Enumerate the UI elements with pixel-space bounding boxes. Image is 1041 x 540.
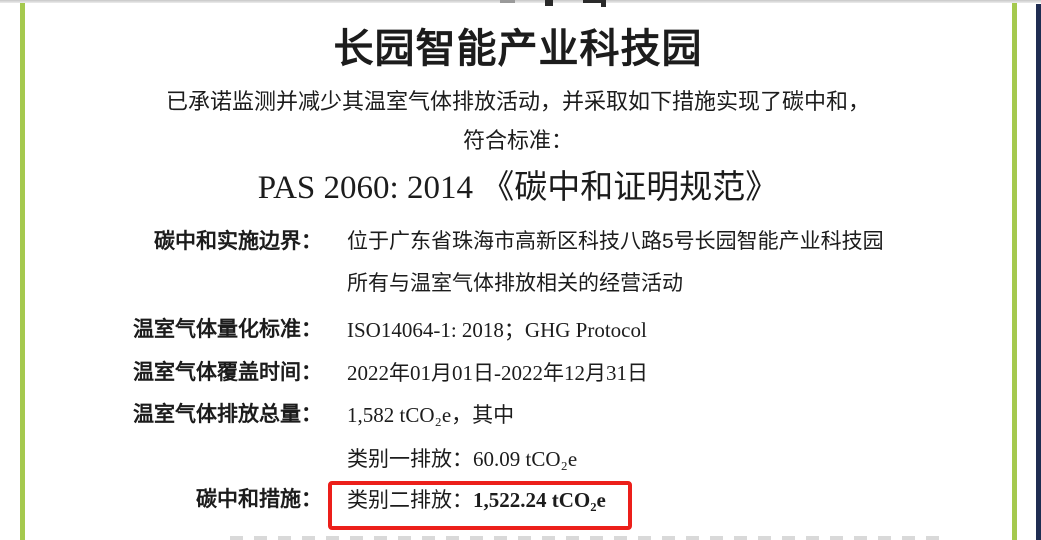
field-boundary-row1: 碳中和实施边界： 位于广东省珠海市高新区科技八路5号长园智能产业科技园 bbox=[0, 230, 1041, 254]
field-value: 1,582 tCO₂e，其中 bbox=[347, 403, 514, 428]
field-label: 碳中和实施边界： bbox=[154, 230, 322, 253]
field-value: ISO14064-1: 2018；GHG Protocol bbox=[347, 318, 647, 342]
right-navy-accent-bar bbox=[1036, 4, 1041, 540]
total-emissions-amount: 1,582 tCO₂e bbox=[347, 403, 452, 427]
field-neutralization-measures: 碳中和措施： 类别二排放：1,522.24 tCO₂e bbox=[0, 481, 1041, 530]
field-label-spacer bbox=[0, 447, 322, 472]
scope2-prefix: 类别二排放： bbox=[347, 489, 473, 512]
clipped-text-fragment-top bbox=[583, 0, 605, 3]
field-total-emissions: 温室气体排放总量： 1,582 tCO₂e，其中 bbox=[0, 403, 1041, 428]
scope1-amount: 60.09 tCO₂e bbox=[473, 447, 578, 471]
field-label-spacer bbox=[0, 272, 322, 296]
organization-title: 长园智能产业科技园 bbox=[333, 27, 703, 71]
field-label: 温室气体排放总量： bbox=[133, 403, 322, 426]
field-value: 类别一排放：60.09 tCO₂e bbox=[347, 447, 577, 472]
field-value: 2022年01月01日-2022年12月31日 bbox=[347, 361, 648, 385]
clipped-text-fragment-top bbox=[500, 0, 515, 3]
field-boundary-row2: 所有与温室气体排放相关的经营活动 bbox=[0, 272, 1041, 296]
scope1-prefix: 类别一排放： bbox=[347, 448, 473, 471]
standard-name: PAS 2060: 2014 《碳中和证明规范》 bbox=[257, 170, 779, 206]
right-green-accent-bar bbox=[1012, 3, 1017, 540]
clipped-text-fragment-top bbox=[601, 0, 606, 7]
field-label: 温室气体覆盖时间： bbox=[133, 361, 322, 384]
field-label: 碳中和措施： bbox=[196, 488, 322, 511]
field-value: 位于广东省珠海市高新区科技八路5号长园智能产业科技园 bbox=[347, 230, 884, 253]
standard-lead-in: 符合标准： bbox=[462, 128, 573, 153]
clipped-text-fragment-bottom bbox=[230, 536, 940, 540]
total-emissions-suffix: ，其中 bbox=[451, 404, 515, 427]
left-green-accent-bar bbox=[20, 3, 25, 540]
field-coverage-period: 温室气体覆盖时间： 2022年01月01日-2022年12月31日 bbox=[0, 361, 1041, 385]
scope2-amount: 1,522.24 tCO₂e bbox=[473, 488, 606, 512]
top-hairline bbox=[0, 0, 1041, 3]
field-scope1-emissions: 类别一排放：60.09 tCO₂e bbox=[0, 447, 1041, 472]
field-quantification-standard: 温室气体量化标准： ISO14064-1: 2018；GHG Protocol bbox=[0, 318, 1041, 342]
clipped-text-fragment-top bbox=[545, 0, 553, 6]
commitment-statement: 已承诺监测并减少其温室气体排放活动，并采取如下措施实现了碳中和， bbox=[165, 89, 870, 114]
field-value: 类别二排放：1,522.24 tCO₂e bbox=[328, 481, 632, 530]
field-label: 温室气体量化标准： bbox=[133, 318, 322, 341]
red-highlight-box: 类别二排放：1,522.24 tCO₂e bbox=[328, 481, 632, 530]
field-value: 所有与温室气体排放相关的经营活动 bbox=[347, 272, 683, 295]
